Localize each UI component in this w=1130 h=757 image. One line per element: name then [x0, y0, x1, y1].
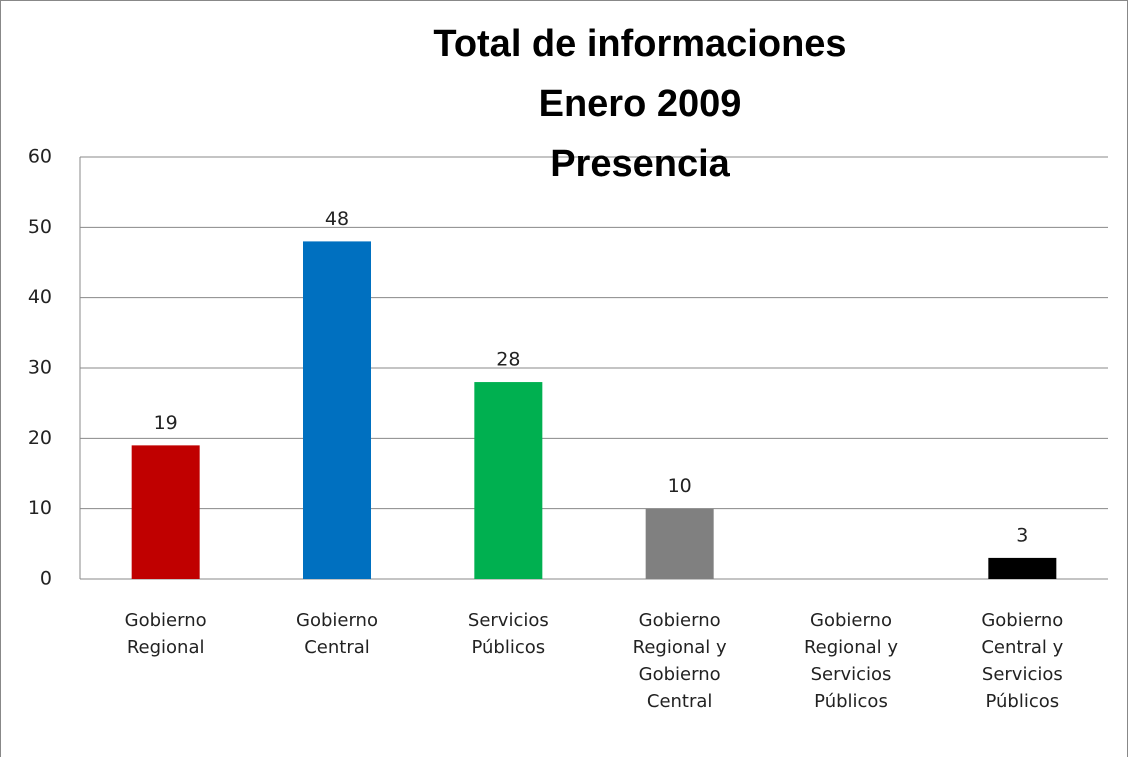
chart-title: Total de informaciones — [433, 23, 846, 65]
y-tick-label: 50 — [28, 216, 52, 238]
x-tick-label: Gobierno Central — [296, 610, 378, 658]
bar — [988, 557, 1057, 579]
y-tick-label: 20 — [28, 427, 52, 449]
bar — [303, 241, 371, 579]
data-label: 3 — [1016, 524, 1028, 546]
data-label: 19 — [154, 412, 178, 434]
data-label: 28 — [496, 349, 520, 371]
x-tick-label: Gobierno Central y Servicios Públicos — [981, 610, 1064, 712]
x-tick-label: Gobierno Regional y Servicios Públicos — [803, 610, 899, 712]
data-label: 48 — [325, 208, 349, 230]
y-tick-label: 10 — [28, 497, 52, 519]
bar — [474, 382, 543, 579]
y-tick-label: 60 — [28, 146, 52, 168]
x-tick-label: Servicios Públicos — [467, 610, 549, 658]
y-tick-label: 40 — [28, 286, 52, 308]
bar — [131, 445, 200, 579]
y-tick-label: 30 — [28, 357, 52, 379]
bar — [645, 508, 714, 579]
x-tick-label: Gobierno Regional — [124, 610, 207, 658]
data-label: 10 — [668, 475, 692, 497]
y-tick-label: 0 — [40, 568, 52, 590]
chart-title: Presencia — [550, 143, 730, 185]
x-tick-label: Gobierno Regional y Gobierno Central — [632, 610, 727, 712]
chart-title: Enero 2009 — [539, 83, 742, 125]
